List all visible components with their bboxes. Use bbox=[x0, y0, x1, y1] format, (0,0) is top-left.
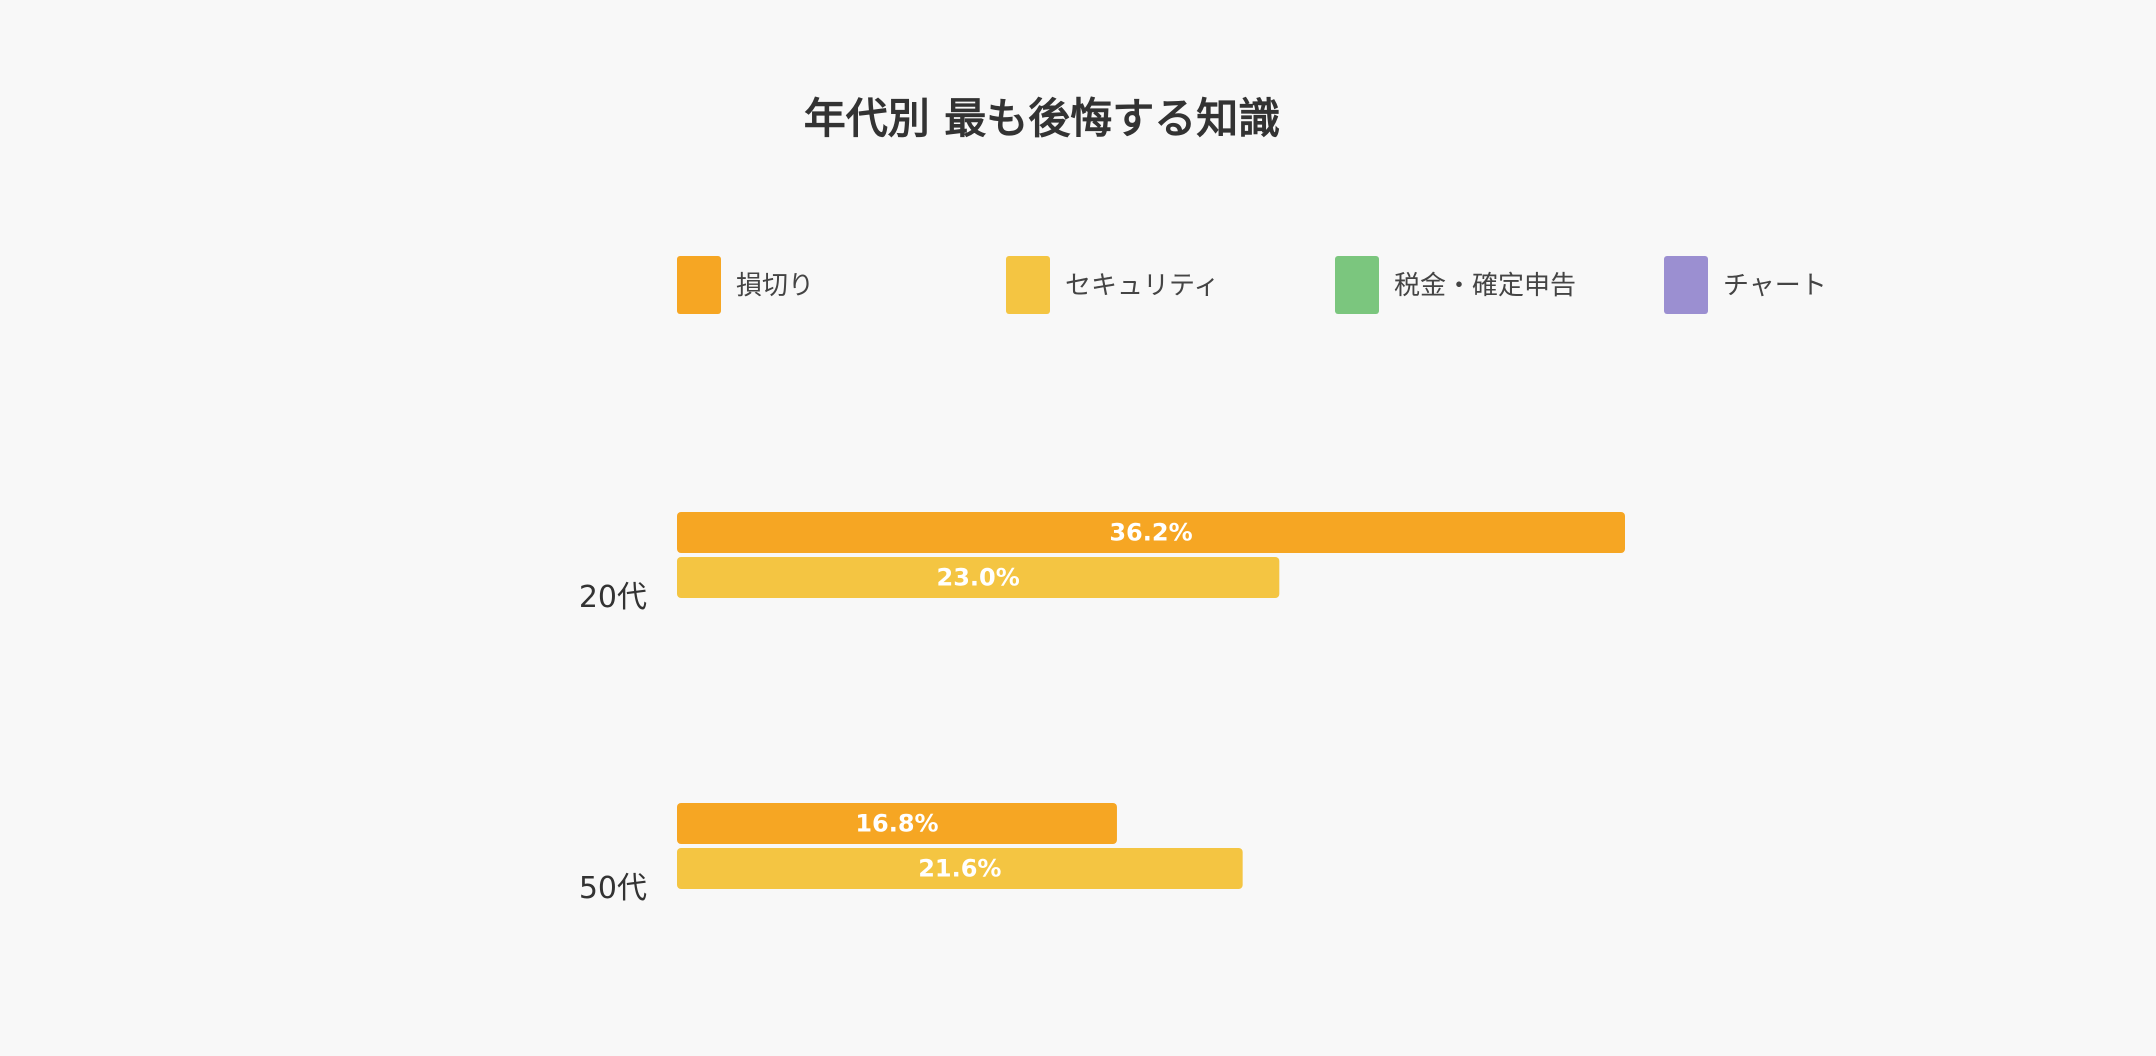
legend-item: 税金・確定申告 bbox=[1335, 256, 1576, 314]
legend-label: 税金・確定申告 bbox=[1394, 271, 1576, 301]
legend-label: 損切り bbox=[736, 271, 814, 301]
legend-item: チャート bbox=[1664, 256, 1827, 314]
category-label: 20代 bbox=[579, 580, 647, 615]
bar bbox=[677, 557, 1280, 598]
bar bbox=[677, 803, 1117, 844]
legend-swatch bbox=[1006, 256, 1050, 314]
legend-item: 損切り bbox=[677, 256, 814, 314]
chart-legend: 損切り セキュリティ 税金・確定申告 チャート bbox=[677, 256, 1827, 314]
bar-value-label: 23.0% bbox=[937, 564, 1020, 592]
legend-label: チャート bbox=[1723, 271, 1827, 301]
legend-swatch bbox=[1664, 256, 1708, 314]
bar-value-label: 16.8% bbox=[855, 810, 938, 838]
chart-bars: 36.2% 23.0% 16.8% 21.6% bbox=[677, 512, 1625, 889]
bar bbox=[677, 512, 1625, 553]
legend-item: セキュリティ bbox=[1006, 256, 1219, 314]
chart-title: 年代別 最も後悔する知識 bbox=[804, 94, 1281, 143]
bar bbox=[677, 848, 1243, 889]
legend-swatch bbox=[677, 256, 721, 314]
bar-value-label: 36.2% bbox=[1109, 519, 1192, 547]
legend-label: セキュリティ bbox=[1065, 271, 1219, 301]
category-label: 50代 bbox=[579, 871, 647, 906]
legend-swatch bbox=[1335, 256, 1379, 314]
category-axis: 20代 50代 bbox=[579, 580, 647, 906]
bar-value-label: 21.6% bbox=[918, 855, 1001, 883]
